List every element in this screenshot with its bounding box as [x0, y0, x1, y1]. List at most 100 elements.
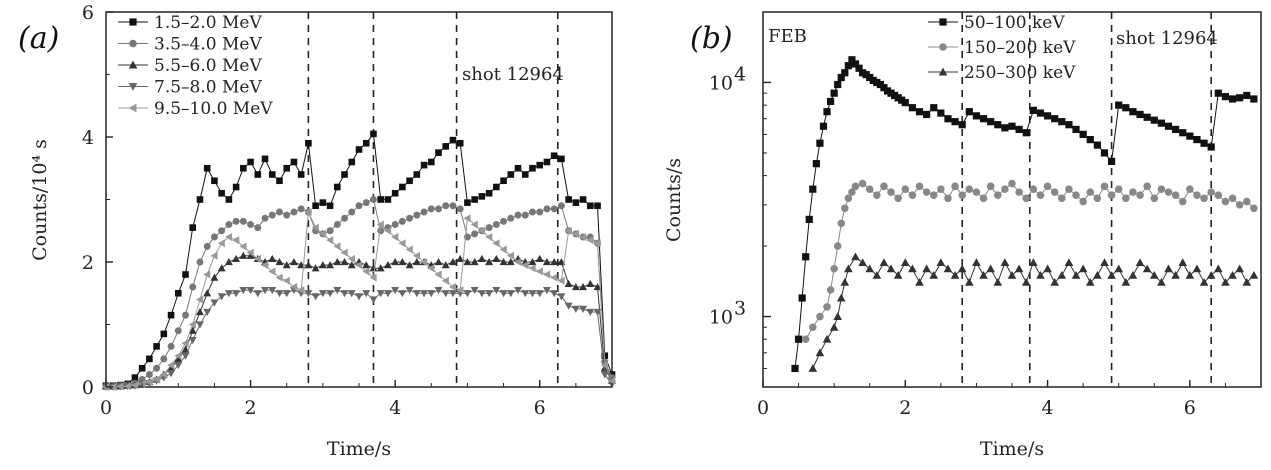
data-point	[253, 254, 261, 263]
data-point	[557, 202, 565, 210]
legend-marker	[939, 43, 947, 51]
data-point	[275, 258, 284, 266]
panel-a-series	[102, 130, 616, 391]
data-point	[383, 226, 392, 235]
data-point	[441, 276, 449, 285]
data-point	[837, 73, 845, 82]
data-point	[1157, 278, 1166, 286]
data-point	[377, 196, 384, 203]
data-point	[463, 214, 471, 223]
data-point	[341, 214, 349, 222]
data-point	[182, 311, 189, 319]
data-point	[326, 202, 334, 210]
data-point	[239, 286, 248, 295]
data-point	[304, 290, 313, 298]
data-point	[435, 149, 442, 156]
data-point	[182, 271, 189, 278]
data-point	[485, 224, 493, 232]
data-point	[1164, 188, 1173, 196]
data-point	[492, 286, 501, 295]
data-point	[247, 158, 254, 166]
data-point	[1015, 188, 1023, 196]
data-point	[369, 273, 377, 282]
data-point	[427, 264, 435, 273]
data-point	[304, 208, 312, 216]
data-point	[1085, 278, 1095, 286]
data-point	[571, 305, 580, 313]
data-point	[319, 199, 327, 206]
data-point	[282, 261, 291, 269]
data-point	[362, 290, 371, 298]
data-point	[837, 219, 846, 228]
legend-marker	[128, 103, 137, 113]
data-point	[282, 290, 291, 298]
data-point	[1193, 136, 1201, 144]
panel-b-y-axis-label: Counts/s	[663, 158, 685, 242]
y-tick-label: 2	[82, 252, 94, 274]
data-point	[383, 290, 392, 298]
data-point	[1121, 278, 1131, 286]
data-point	[572, 199, 580, 206]
data-point	[1142, 264, 1152, 273]
data-point	[326, 236, 334, 245]
y-tick-label: 4	[82, 127, 94, 149]
data-point	[979, 270, 988, 279]
panel-a-chart: (a) 0 2 4 6 0 2 4 6 Time/s Counts/10⁴ s shot 1…	[18, 2, 616, 460]
data-point	[463, 258, 472, 266]
data-point	[915, 278, 924, 286]
data-point	[865, 185, 874, 193]
series-5	[102, 208, 616, 391]
data-point	[1022, 194, 1031, 203]
data-point	[333, 286, 342, 295]
data-point	[362, 261, 371, 269]
legend-label: 5.5–6.0 MeV	[154, 56, 262, 76]
data-point	[318, 290, 327, 298]
data-point	[196, 196, 204, 203]
data-point	[203, 164, 211, 172]
data-point	[521, 211, 529, 219]
data-point	[908, 191, 917, 199]
data-point	[1214, 191, 1223, 199]
data-point	[834, 80, 842, 89]
data-point	[528, 258, 537, 266]
data-point	[463, 290, 472, 298]
data-point	[362, 199, 370, 207]
data-point	[915, 108, 924, 116]
data-point	[420, 161, 428, 169]
legend-label: 3.5–4.0 MeV	[154, 35, 262, 55]
data-point	[844, 194, 853, 203]
data-point	[326, 290, 335, 298]
data-point	[557, 258, 566, 266]
panel-b-shot-annotation: shot 12964	[1116, 28, 1218, 49]
data-point	[1050, 278, 1060, 286]
data-point	[944, 115, 952, 123]
data-point	[507, 214, 515, 222]
data-point	[823, 108, 831, 116]
data-point	[809, 185, 817, 193]
legend-marker	[128, 60, 138, 69]
data-point	[224, 290, 233, 298]
data-point	[593, 283, 602, 291]
data-point	[833, 312, 843, 320]
data-point	[1235, 201, 1244, 209]
data-point	[1221, 93, 1230, 101]
data-point	[239, 242, 247, 251]
data-point	[557, 276, 565, 285]
data-point	[1200, 139, 1208, 147]
data-point	[1078, 264, 1088, 273]
data-point	[485, 258, 494, 266]
data-point	[535, 254, 544, 263]
data-point	[318, 229, 327, 238]
data-point	[153, 343, 160, 350]
data-point	[1071, 270, 1081, 279]
data-point	[160, 330, 168, 338]
data-point	[965, 185, 974, 193]
data-point	[1171, 191, 1180, 199]
data-point	[159, 370, 167, 379]
x-tick-label: 6	[534, 397, 546, 419]
data-point	[600, 361, 608, 370]
data-point	[224, 258, 233, 266]
data-point	[550, 273, 558, 282]
data-point	[1050, 188, 1059, 196]
data-point	[1001, 124, 1009, 132]
